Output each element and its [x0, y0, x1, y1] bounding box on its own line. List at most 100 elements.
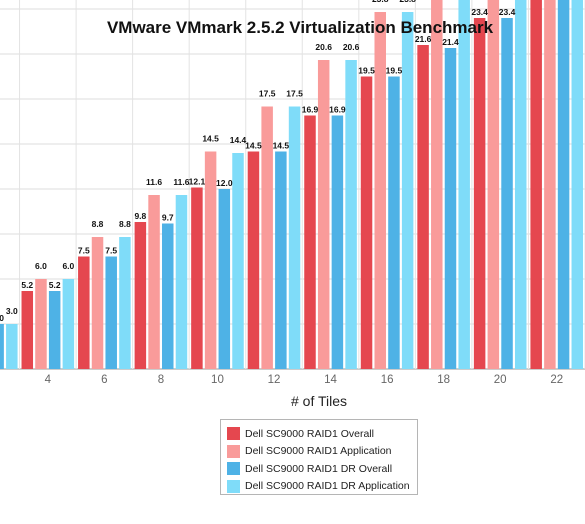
legend-label-application: Dell SC9000 RAID1 Application: [245, 445, 392, 458]
bar[interactable]: [431, 0, 443, 369]
data-label: 7.5: [78, 246, 90, 256]
bar[interactable]: [119, 237, 131, 369]
bar[interactable]: [514, 0, 527, 369]
data-label: 14.5: [273, 141, 290, 151]
data-label: 23.8: [372, 0, 389, 4]
bar[interactable]: [148, 195, 160, 369]
legend: Dell SC9000 RAID1 Overall Dell SC9000 RA…: [220, 419, 418, 495]
bar[interactable]: [218, 189, 231, 369]
legend-item-dr-application[interactable]: Dell SC9000 RAID1 DR Application: [227, 478, 417, 496]
chart-title: VMware VMmark 2.5.2 Virtualization Bench…: [107, 18, 494, 37]
legend-item-overall[interactable]: Dell SC9000 RAID1 Overall: [227, 425, 417, 443]
bar[interactable]: [204, 151, 217, 370]
bar[interactable]: [501, 18, 513, 369]
bar[interactable]: [473, 18, 486, 369]
data-label: 21.6: [415, 34, 432, 44]
bar[interactable]: [232, 153, 244, 369]
x-tick-label: 10: [211, 374, 224, 386]
data-label: 11.6: [146, 177, 162, 187]
bar[interactable]: [21, 291, 34, 369]
bar[interactable]: [374, 12, 386, 369]
bar[interactable]: [48, 291, 61, 369]
data-label: 12.0: [216, 178, 233, 188]
x-tick-label: 22: [550, 374, 563, 386]
data-label: 16.9: [329, 105, 346, 115]
bar[interactable]: [191, 187, 203, 370]
bar[interactable]: [417, 45, 429, 369]
legend-swatch-dr-overall: [227, 462, 240, 476]
data-label: 14.5: [245, 141, 262, 151]
bar[interactable]: [62, 279, 75, 369]
data-label: 19.5: [358, 66, 375, 76]
bar[interactable]: [487, 0, 500, 369]
x-tick-label: 14: [324, 374, 337, 386]
bar[interactable]: [91, 237, 104, 369]
legend-label-dr-application: Dell SC9000 RAID1 DR Application: [245, 480, 410, 493]
bar[interactable]: [288, 106, 301, 370]
data-label: 8.8: [119, 219, 131, 229]
bar[interactable]: [275, 151, 287, 370]
data-label: 14.4: [230, 135, 247, 145]
data-label: 17.5: [259, 89, 276, 99]
bar[interactable]: [162, 223, 174, 370]
legend-label-dr-overall: Dell SC9000 RAID1 DR Overall: [245, 462, 393, 475]
bar[interactable]: [35, 279, 47, 369]
bar[interactable]: [0, 324, 4, 369]
bar[interactable]: [345, 60, 357, 369]
legend-label-overall: Dell SC9000 RAID1 Overall: [245, 427, 374, 440]
bar[interactable]: [134, 222, 147, 369]
data-label: 20.6: [315, 42, 332, 52]
data-label: 21.4: [442, 37, 459, 47]
bars: [0, 0, 584, 370]
legend-swatch-application: [227, 444, 240, 458]
data-label: 23.8: [399, 0, 416, 4]
data-label: 9.8: [134, 211, 146, 221]
x-tick-label: 16: [381, 374, 394, 386]
bar[interactable]: [458, 0, 470, 369]
data-label: 17.5: [286, 89, 303, 99]
x-axis-label: # of Tiles: [291, 393, 347, 409]
bar[interactable]: [544, 0, 556, 369]
data-label: 3.0: [6, 306, 18, 316]
bar[interactable]: [571, 0, 584, 369]
x-tick-label: 4: [45, 374, 52, 386]
bar[interactable]: [360, 76, 373, 370]
data-label: 14.5: [202, 134, 219, 144]
data-label: 3.0: [0, 313, 4, 323]
bar[interactable]: [247, 151, 260, 370]
data-label: 6.0: [62, 261, 74, 271]
data-label: 20.6: [343, 42, 360, 52]
legend-item-dr-overall[interactable]: Dell SC9000 RAID1 DR Overall: [227, 460, 417, 478]
bar[interactable]: [175, 195, 188, 369]
bar[interactable]: [261, 106, 273, 370]
data-labels: 3.12.63.03.05.26.05.26.07.58.87.58.89.81…: [0, 0, 516, 323]
legend-swatch-overall: [227, 427, 240, 441]
x-tick-label: 8: [158, 374, 164, 386]
bar[interactable]: [317, 60, 330, 369]
x-tick-label: 12: [268, 374, 281, 386]
x-tick-label: 6: [101, 374, 107, 386]
data-label: 19.5: [386, 66, 403, 76]
bar[interactable]: [444, 48, 457, 369]
legend-item-application[interactable]: Dell SC9000 RAID1 Application: [227, 443, 417, 461]
bar[interactable]: [6, 324, 18, 369]
data-label: 6.0: [35, 261, 47, 271]
bar[interactable]: [78, 256, 90, 370]
bar[interactable]: [105, 256, 117, 370]
bar[interactable]: [388, 76, 400, 370]
bar[interactable]: [530, 0, 542, 369]
data-label: 23.4: [499, 7, 516, 17]
x-tick-label: 20: [494, 374, 507, 386]
bar[interactable]: [401, 12, 414, 369]
bar[interactable]: [304, 115, 316, 370]
legend-swatch-dr-application: [227, 479, 240, 493]
bar[interactable]: [331, 115, 344, 370]
data-label: 5.2: [49, 280, 61, 290]
bar[interactable]: [557, 0, 570, 369]
data-label: 9.7: [162, 213, 174, 223]
data-label: 16.9: [302, 105, 319, 115]
data-label: 7.5: [105, 246, 117, 256]
data-label: 12.1: [189, 177, 206, 187]
data-label: 11.6: [173, 177, 189, 187]
